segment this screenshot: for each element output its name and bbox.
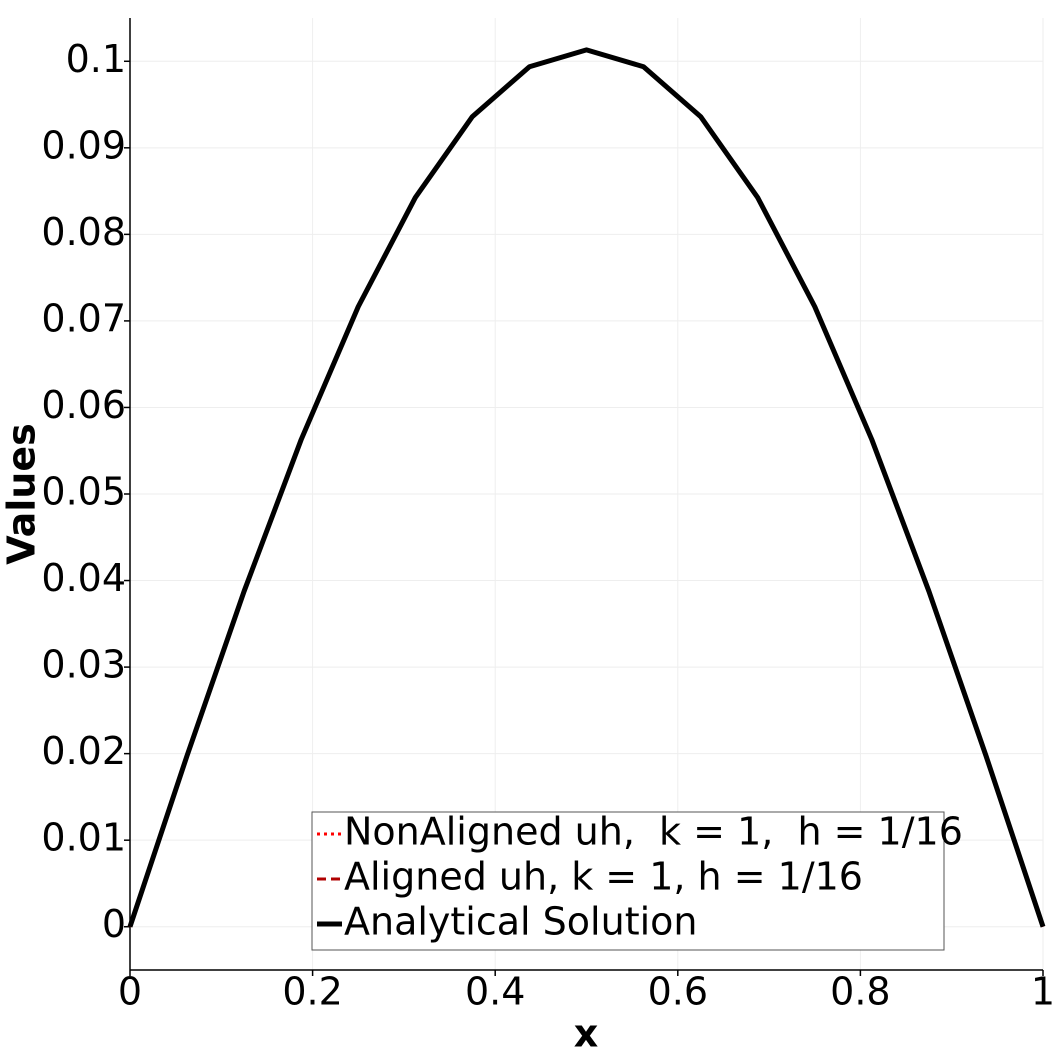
legend-label: NonAligned uh, k = 1, h = 1/16: [344, 810, 963, 854]
y-tick-label: 0.09: [41, 123, 126, 167]
legend-label: Aligned uh, k = 1, h = 1/16: [344, 855, 863, 899]
y-tick-label: 0.1: [66, 37, 126, 81]
series-line: [128, 48, 1045, 928]
y-tick-label: 0.07: [41, 296, 126, 340]
y-tick-label: 0.04: [41, 556, 126, 600]
x-tick-label: 1: [1031, 970, 1055, 1014]
y-tick-label: 0.08: [41, 210, 126, 254]
legend-box: [311, 811, 945, 951]
x-tick-label: 0.8: [830, 970, 890, 1014]
series-line: [127, 47, 1046, 928]
y-tick-label: 0.06: [41, 383, 126, 427]
y-tick-label: 0: [102, 902, 126, 946]
legend-label: Analytical Solution: [344, 900, 698, 944]
x-tick-label: 0.4: [465, 970, 525, 1014]
x-tick-label: 0.2: [282, 970, 342, 1014]
y-tick-label: 0.03: [41, 643, 126, 687]
y-tick-label: 0.02: [41, 729, 126, 773]
y-tick-label: 0.05: [41, 470, 126, 514]
y-tick-label: 0.01: [41, 816, 126, 860]
series-line: [128, 48, 1045, 928]
x-tick-label: 0: [118, 970, 142, 1014]
x-tick-label: 0.6: [648, 970, 708, 1014]
y-axis-label: Values: [0, 423, 44, 564]
x-axis-label: x: [574, 1012, 599, 1056]
